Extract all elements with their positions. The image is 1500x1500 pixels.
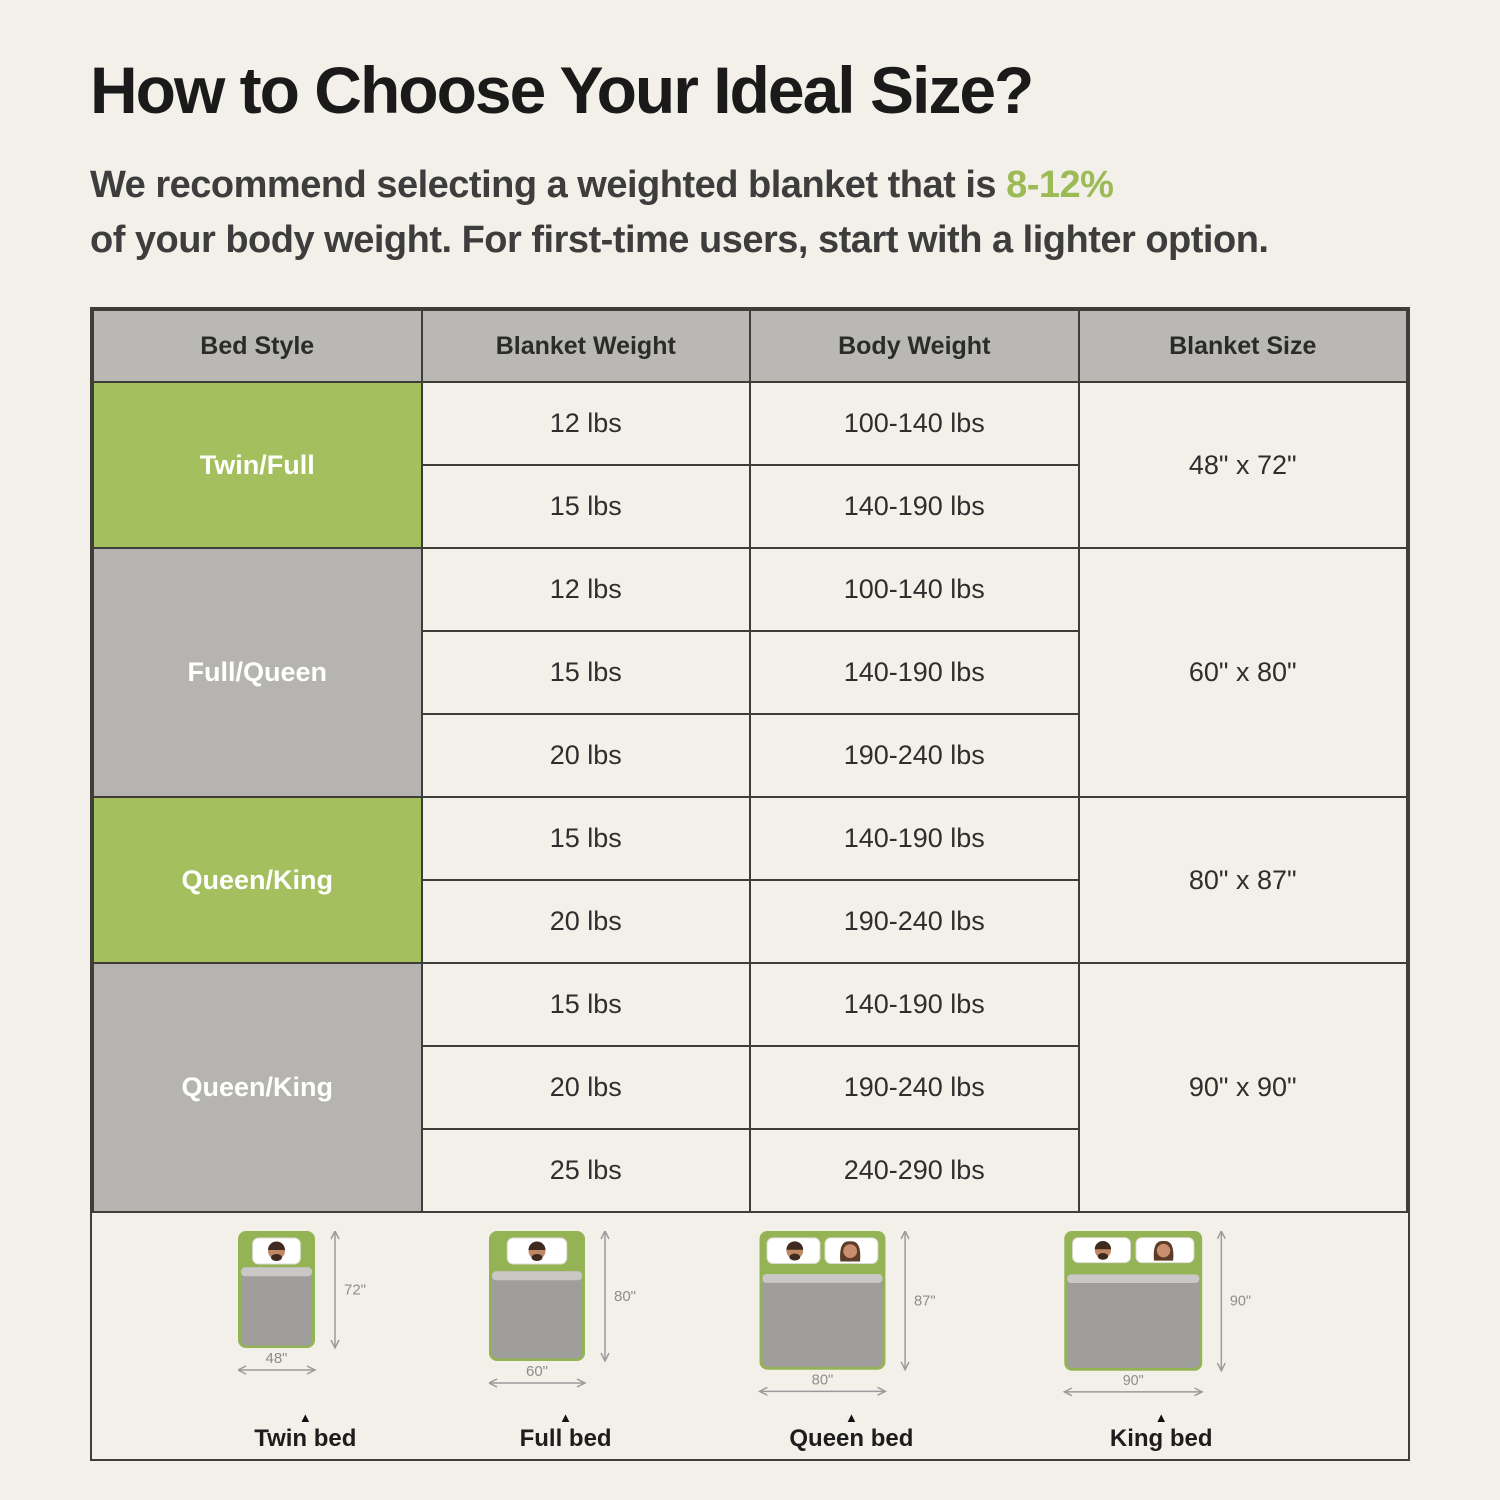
subtitle-highlight: 8-12% [1006, 164, 1114, 206]
bed-illustrations-panel: 72" 48" ▲ Twin bed 80" 60" ▲ Full bed 87" 80" ▲ Que… [92, 1213, 1408, 1459]
triangle-marker: ▲ [1154, 1410, 1168, 1425]
triangle-marker: ▲ [844, 1410, 858, 1425]
column-header: Bed Style [92, 309, 423, 383]
body-weight-cell: 140-190 lbs [749, 464, 1080, 549]
blanket-size-cell: 80" x 87" [1077, 796, 1408, 964]
column-header: Body Weight [749, 309, 1080, 383]
body-weight-cell: 100-140 lbs [749, 547, 1080, 632]
blanket-weight-cell: 15 lbs [420, 630, 751, 715]
blanket-weight-cell: 15 lbs [420, 464, 751, 549]
bed-illustration: 90" 90" [1062, 1231, 1251, 1397]
bed-item: 80" 60" ▲ Full bed [488, 1231, 643, 1451]
blanket-weight-cell: 20 lbs [420, 713, 751, 798]
svg-text:80": 80" [614, 1288, 636, 1305]
bed-illustration: 87" 80" [758, 1231, 936, 1396]
subtitle-text-line1: We recommend selecting a weighted blanke… [90, 164, 997, 206]
bed-label: ▲ Queen bed [789, 1411, 913, 1451]
body-weight-cell: 140-190 lbs [749, 962, 1080, 1047]
table-row: 15 lbs 140-190 lbs [93, 464, 1407, 549]
bed-style-cell: Queen/King [92, 962, 423, 1213]
blanket-weight-cell: 20 lbs [420, 879, 751, 964]
svg-text:48": 48" [265, 1350, 287, 1367]
blanket-weight-cell: 25 lbs [420, 1128, 751, 1213]
subtitle: We recommend selecting a weighted blanke… [90, 158, 1390, 268]
bed-item: 72" 48" ▲ Twin bed [237, 1231, 373, 1451]
svg-text:72": 72" [344, 1282, 366, 1299]
table-row: Queen/King 15 lbs 140-190 lbs 90" x 90" [92, 962, 1408, 1213]
blanket-weight-cell: 15 lbs [420, 962, 751, 1047]
subtitle-text-line2: of your body weight. For first-time user… [90, 219, 1269, 262]
bed-item: 90" 90" ▲ King bed [1060, 1231, 1262, 1451]
bed-name: Full bed [519, 1425, 612, 1452]
bed-name: Twin bed [254, 1425, 357, 1452]
body-weight-cell: 100-140 lbs [749, 381, 1080, 466]
blanket-weight-cell: 15 lbs [420, 796, 751, 881]
bed-label: ▲ Twin bed [254, 1411, 356, 1451]
page-title: How to Choose Your Ideal Size? [90, 53, 1034, 127]
body-weight-cell: 240-290 lbs [749, 1128, 1080, 1213]
blanket-weight-cell: 12 lbs [420, 547, 751, 632]
svg-text:80": 80" [812, 1372, 834, 1388]
bed-label: ▲ Full bed [520, 1411, 612, 1451]
triangle-marker: ▲ [559, 1410, 573, 1425]
bed-label: ▲ King bed [1110, 1411, 1213, 1451]
table-row: 20 lbs 190-240 lbs [93, 879, 1407, 964]
body-weight-cell: 140-190 lbs [749, 796, 1080, 881]
bed-name: Queen bed [789, 1425, 914, 1452]
size-chart-container: Bed Style Blanket Weight Body Weight Blanke… [90, 307, 1410, 1461]
table-row: 20 lbs 190-240 lbs [93, 713, 1407, 798]
body-weight-cell: 190-240 lbs [749, 1045, 1080, 1130]
table-row: Full/Queen 12 lbs 100-140 lbs 60" x 80" [92, 547, 1408, 798]
column-header: Blanket Weight [420, 309, 751, 383]
blanket-size-cell: 48" x 72" [1077, 381, 1408, 549]
body-weight-cell: 140-190 lbs [749, 630, 1080, 715]
triangle-marker: ▲ [298, 1410, 312, 1425]
blanket-weight-cell: 20 lbs [420, 1045, 751, 1130]
bed-style-cell: Twin/Full [92, 381, 423, 549]
table-header-row: Bed Style Blanket Weight Body Weight Blanke… [92, 309, 1408, 383]
bed-item: 87" 80" ▲ Queen bed [758, 1231, 944, 1451]
blanket-weight-cell: 12 lbs [420, 381, 751, 466]
bed-style-cell: Full/Queen [92, 547, 423, 798]
table-row: 20 lbs 190-240 lbs [93, 1045, 1407, 1130]
svg-text:60": 60" [526, 1363, 548, 1380]
body-weight-cell: 190-240 lbs [749, 879, 1080, 964]
table-row: 15 lbs 140-190 lbs [93, 630, 1407, 715]
table-row: 25 lbs 240-290 lbs [93, 1128, 1407, 1213]
bed-illustration: 80" 60" [488, 1231, 636, 1388]
svg-text:90": 90" [1123, 1373, 1144, 1389]
table-row: Queen/King 15 lbs 140-190 lbs 80" x 87" [92, 796, 1408, 964]
svg-text:87": 87" [914, 1293, 936, 1309]
body-weight-cell: 190-240 lbs [749, 713, 1080, 798]
svg-text:90": 90" [1230, 1294, 1251, 1310]
size-chart-table: Bed Style Blanket Weight Body Weight Blanke… [92, 309, 1408, 1213]
bed-illustration: 72" 48" [237, 1231, 366, 1375]
blanket-size-cell: 90" x 90" [1077, 962, 1408, 1213]
column-header: Blanket Size [1077, 309, 1408, 383]
bed-style-cell: Queen/King [92, 796, 423, 964]
bed-name: King bed [1109, 1425, 1213, 1452]
table-row: Twin/Full 12 lbs 100-140 lbs 48" x 72" [92, 381, 1408, 549]
blanket-size-cell: 60" x 80" [1077, 547, 1408, 798]
